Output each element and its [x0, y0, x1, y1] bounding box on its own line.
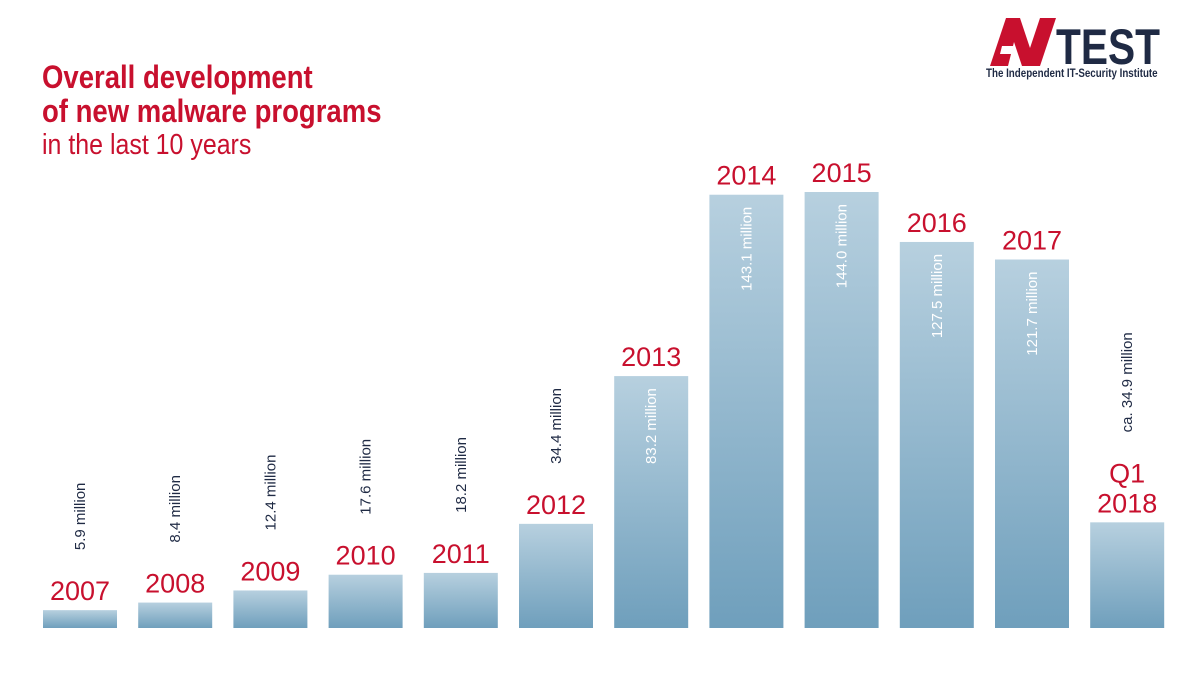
bar-2017	[995, 259, 1069, 628]
value-label: 12.4 million	[262, 455, 279, 531]
bar-2015	[804, 192, 879, 628]
value-label: 8.4 million	[167, 475, 184, 543]
bar-2012	[519, 523, 593, 628]
bar-2016	[899, 241, 974, 629]
category-label: 2012	[526, 490, 586, 520]
bars-group	[43, 192, 1165, 629]
category-label: 2017	[1002, 226, 1062, 256]
value-label: 5.9 million	[72, 483, 89, 551]
chart-title-line-1: Overall development	[42, 59, 313, 95]
bar-2009	[233, 590, 308, 628]
labels-group: 2007 5.9 million 2008 8.4 million 2009 12.4 m…	[50, 158, 1157, 606]
bar-2010	[328, 574, 403, 628]
category-label: 2018	[1097, 488, 1157, 518]
category-label: 2014	[716, 161, 776, 191]
value-label: 143.1 million	[738, 207, 755, 291]
value-label: 83.2 million	[643, 388, 660, 464]
av-test-logo-mark: TEST	[990, 18, 1160, 68]
bar-2007	[43, 610, 117, 628]
bar-2011	[423, 572, 498, 628]
category-label: 2015	[812, 158, 872, 188]
value-label: 18.2 million	[453, 437, 470, 513]
category-label: 2013	[621, 342, 681, 372]
category-label: 2011	[432, 539, 490, 569]
bar-2013	[614, 376, 689, 628]
chart-subtitle: in the last 10 years	[42, 129, 252, 161]
value-label: 34.4 million	[548, 388, 565, 464]
category-label: 2016	[907, 208, 967, 238]
value-label: 17.6 million	[358, 439, 375, 515]
value-label: 121.7 million	[1024, 272, 1041, 356]
chart-title-line-2: of new malware programs	[42, 93, 382, 129]
bar-q1-2018	[1090, 522, 1165, 628]
bar-2014	[709, 194, 784, 628]
bar-2008	[138, 602, 213, 628]
av-test-logo: TEST The Independent IT-Security Institu…	[986, 14, 1160, 86]
category-label: 2010	[336, 541, 396, 571]
category-label: Q1	[1109, 458, 1145, 488]
value-label: 127.5 million	[929, 254, 946, 338]
svg-text:TEST: TEST	[1056, 19, 1160, 68]
category-label: 2007	[50, 576, 110, 606]
value-label: ca. 34.9 million	[1119, 332, 1136, 432]
category-label: 2009	[240, 556, 300, 586]
logo-tagline: The Independent IT-Security Institute	[986, 68, 1158, 80]
chart-title-block: Overall development of new malware progr…	[42, 60, 437, 162]
value-label: 144.0 million	[834, 204, 851, 288]
category-label: 2008	[145, 569, 205, 599]
